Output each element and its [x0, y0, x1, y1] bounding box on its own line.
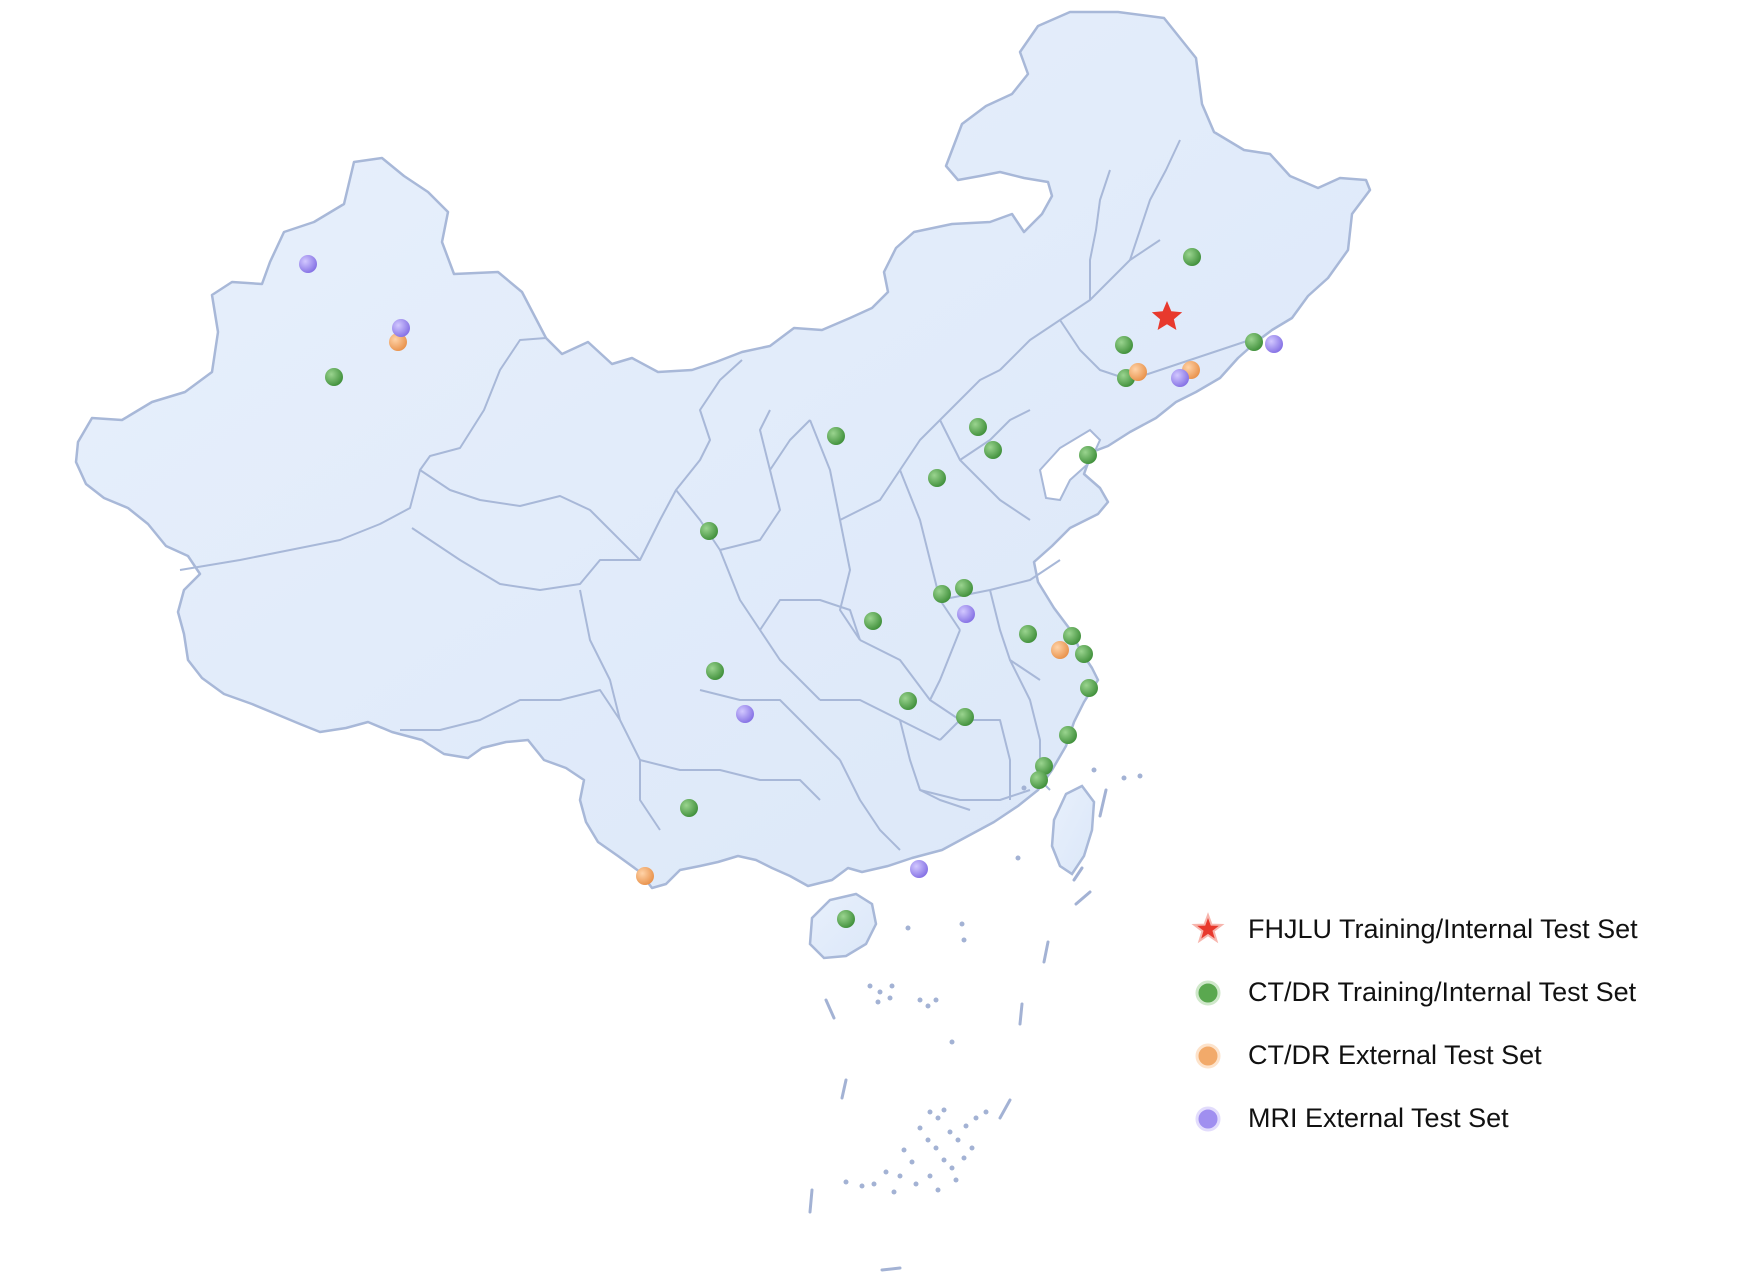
- legend-item-mri-external: MRI External Test Set: [1180, 1087, 1638, 1150]
- green-dot-icon: [1075, 645, 1093, 663]
- green-dot-icon: [680, 799, 698, 817]
- green-dot-icon: [1059, 726, 1077, 744]
- legend-label: FHJLU Training/Internal Test Set: [1248, 914, 1638, 944]
- orange-dot-icon: [1195, 1043, 1221, 1068]
- red-star-icon: [1191, 911, 1225, 943]
- orange-dot-icon: [389, 333, 407, 351]
- purple-dot-icon: [1171, 369, 1189, 387]
- green-dot-icon: [827, 427, 845, 445]
- green-dot-icon: [700, 522, 718, 540]
- green-dot-icon: [1080, 679, 1098, 697]
- legend-item-ctdr-external: CT/DR External Test Set: [1180, 1024, 1638, 1087]
- green-dot-icon: [955, 579, 973, 597]
- green-dot-icon: [969, 418, 987, 436]
- purple-dot-icon: [910, 860, 928, 878]
- green-dot-icon: [1183, 248, 1201, 266]
- taiwan-island: [1050, 784, 1096, 876]
- green-dot-icon: [1079, 446, 1097, 464]
- purple-dot-icon: [957, 605, 975, 623]
- orange-dot-icon: [636, 867, 654, 885]
- green-dot-icon: [837, 910, 855, 928]
- south-china-sea-islands: [808, 788, 1108, 1272]
- legend-label: CT/DR Training/Internal Test Set: [1248, 977, 1637, 1007]
- green-dot-icon: [864, 612, 882, 630]
- purple-dot-icon: [1195, 1106, 1221, 1131]
- green-dot-icon: [706, 662, 724, 680]
- orange-dot-icon: [1129, 363, 1147, 381]
- red-star-icon: [1151, 301, 1183, 330]
- green-dot-icon: [1035, 757, 1053, 775]
- mainland-outline: [74, 10, 1372, 890]
- purple-dot-icon: [299, 255, 317, 273]
- green-dot-icon: [325, 368, 343, 386]
- purple-dot-icon: [736, 705, 754, 723]
- legend: FHJLU Training/Internal Test Set CT/DR T…: [1180, 898, 1638, 1150]
- legend-label: MRI External Test Set: [1248, 1103, 1509, 1133]
- green-dot-icon: [1245, 333, 1263, 351]
- green-dot-icon: [899, 692, 917, 710]
- legend-label: CT/DR External Test Set: [1248, 1040, 1542, 1070]
- green-dot-icon: [1063, 627, 1081, 645]
- green-dot-icon: [1019, 625, 1037, 643]
- green-markers: [325, 248, 1263, 928]
- purple-markers: [299, 255, 1283, 878]
- green-dot-icon: [1030, 771, 1048, 789]
- green-dot-icon: [956, 708, 974, 726]
- legend-item-ctdr-training: CT/DR Training/Internal Test Set: [1180, 961, 1638, 1024]
- purple-dot-icon: [392, 319, 410, 337]
- legend-item-fhjlu: FHJLU Training/Internal Test Set: [1180, 898, 1638, 961]
- purple-dot-icon: [1265, 335, 1283, 353]
- green-dot-icon: [928, 469, 946, 487]
- green-dot-icon: [1115, 336, 1133, 354]
- green-dot-icon: [1195, 980, 1221, 1005]
- green-dot-icon: [984, 441, 1002, 459]
- spratly-islands: [843, 767, 1143, 1195]
- green-dot-icon: [933, 585, 951, 603]
- orange-dot-icon: [1051, 641, 1069, 659]
